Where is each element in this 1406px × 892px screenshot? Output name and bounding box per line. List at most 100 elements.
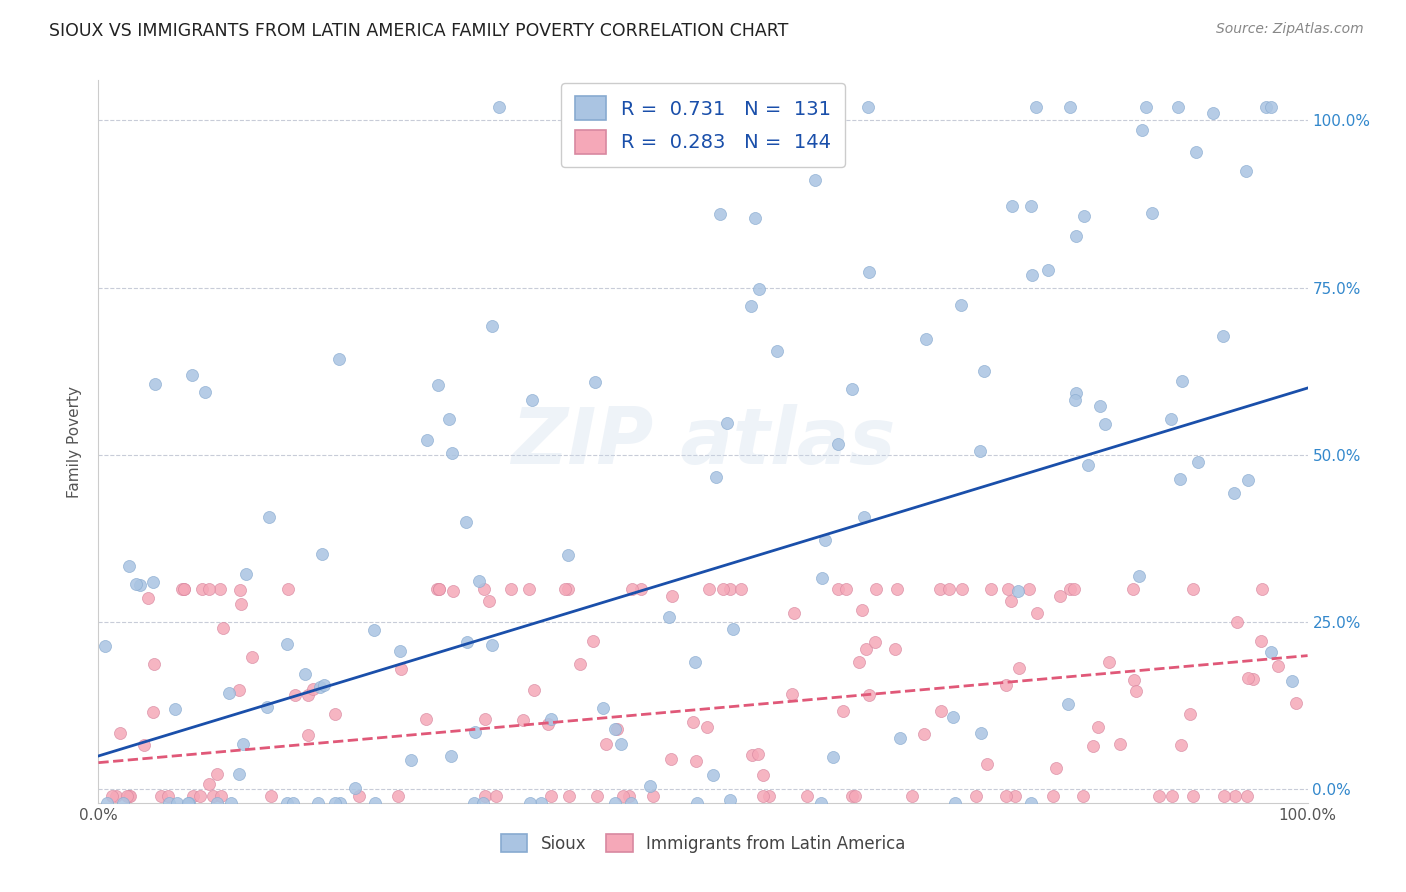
Point — [1036, 263, 1059, 277]
Point — [115, 789, 138, 804]
Point — [889, 731, 911, 745]
Point — [325, 796, 347, 810]
Point — [1260, 645, 1282, 659]
Point — [1059, 582, 1081, 596]
Point — [1045, 761, 1067, 775]
Point — [188, 789, 211, 804]
Point — [976, 757, 998, 772]
Point — [856, 100, 879, 114]
Point — [276, 796, 298, 810]
Point — [716, 416, 738, 430]
Point — [540, 789, 562, 804]
Point — [530, 796, 553, 810]
Point — [180, 368, 202, 383]
Point — [1170, 472, 1192, 486]
Point — [630, 582, 652, 596]
Point — [297, 689, 319, 703]
Point — [94, 639, 117, 653]
Point — [661, 590, 683, 604]
Point — [851, 603, 873, 617]
Point — [235, 567, 257, 582]
Point — [1063, 582, 1085, 596]
Point — [1185, 145, 1208, 160]
Point — [228, 767, 250, 781]
Point — [132, 739, 155, 753]
Point — [912, 727, 935, 741]
Point — [1135, 100, 1157, 114]
Point — [841, 383, 863, 397]
Point — [848, 656, 870, 670]
Point — [938, 582, 960, 596]
Point — [965, 789, 987, 804]
Point — [1059, 100, 1081, 114]
Point — [1202, 106, 1225, 120]
Point — [929, 704, 952, 718]
Point — [709, 207, 731, 221]
Point — [914, 332, 936, 346]
Point — [1025, 100, 1047, 114]
Point — [205, 767, 228, 781]
Point — [730, 582, 752, 596]
Point — [307, 796, 329, 810]
Point — [720, 793, 742, 807]
Point — [810, 796, 832, 810]
Point — [1090, 400, 1112, 414]
Point — [481, 638, 503, 652]
Point — [685, 655, 707, 669]
Point — [427, 582, 450, 596]
Point — [344, 781, 367, 796]
Point — [702, 768, 724, 782]
Point — [586, 789, 609, 804]
Point — [177, 796, 200, 810]
Point — [1087, 720, 1109, 734]
Point — [232, 737, 254, 751]
Point — [363, 623, 385, 637]
Point — [569, 657, 592, 671]
Point — [456, 515, 478, 529]
Point — [1019, 199, 1042, 213]
Point — [142, 705, 165, 719]
Point — [858, 688, 880, 702]
Point — [194, 385, 217, 400]
Point — [641, 789, 664, 804]
Point — [1019, 796, 1042, 810]
Point — [1063, 392, 1085, 407]
Point — [1250, 633, 1272, 648]
Point — [120, 789, 142, 804]
Point — [605, 723, 627, 737]
Point — [519, 796, 541, 810]
Point — [1042, 789, 1064, 804]
Point — [1160, 789, 1182, 804]
Point — [96, 796, 118, 810]
Text: SIOUX VS IMMIGRANTS FROM LATIN AMERICA FAMILY POVERTY CORRELATION CHART: SIOUX VS IMMIGRANTS FROM LATIN AMERICA F… — [49, 22, 789, 40]
Point — [427, 378, 450, 392]
Point — [173, 582, 195, 596]
Point — [209, 582, 232, 596]
Point — [173, 582, 195, 596]
Point — [686, 796, 709, 810]
Point — [218, 686, 240, 700]
Point — [980, 582, 1002, 596]
Point — [520, 392, 543, 407]
Point — [1057, 697, 1080, 711]
Point — [228, 683, 250, 698]
Point — [256, 699, 278, 714]
Point — [865, 582, 887, 596]
Point — [1281, 674, 1303, 689]
Point — [328, 352, 350, 367]
Point — [1081, 739, 1104, 753]
Point — [1182, 789, 1205, 804]
Point — [540, 712, 562, 726]
Point — [1167, 100, 1189, 114]
Point — [157, 789, 180, 804]
Point — [1236, 789, 1258, 804]
Point — [1237, 671, 1260, 685]
Point — [190, 582, 212, 596]
Point — [312, 678, 335, 692]
Point — [129, 578, 152, 592]
Point — [364, 796, 387, 810]
Point — [1226, 615, 1249, 629]
Point — [711, 582, 734, 596]
Point — [1170, 738, 1192, 752]
Point — [741, 747, 763, 762]
